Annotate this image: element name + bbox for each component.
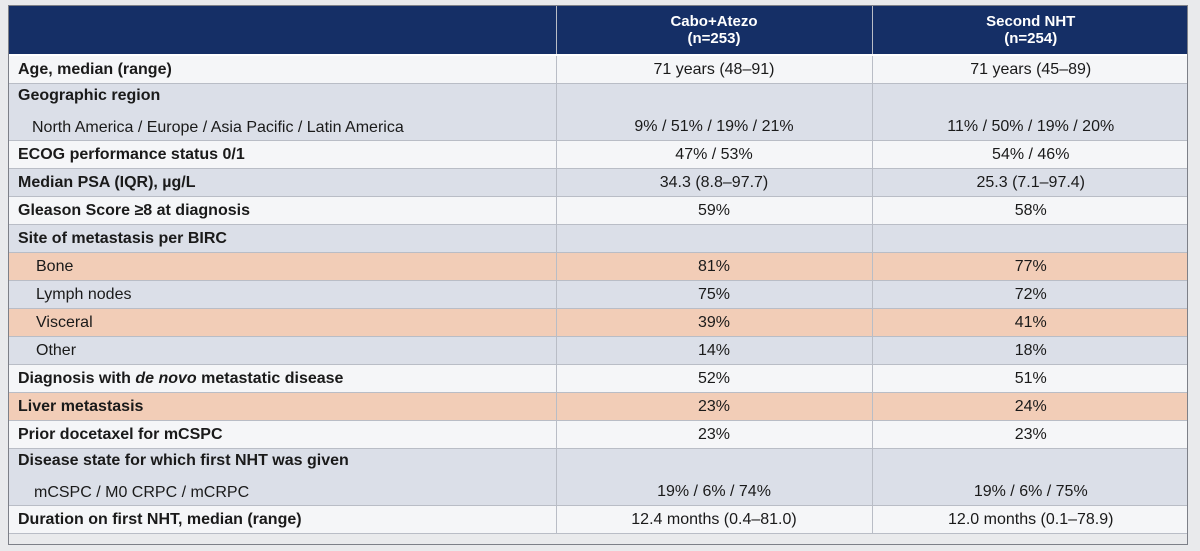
arm1-value: 19% / 6% / 74%: [657, 483, 771, 500]
arm2-value-cell: 19% / 6% / 75%: [872, 448, 1187, 506]
table-row-other: Other 14% 18%: [9, 336, 1187, 365]
header-cabo-atezo: Cabo+Atezo (n=253): [556, 6, 873, 56]
table-row-disease-state: Disease state for which first NHT was gi…: [9, 448, 1187, 506]
arm1-n: (n=253): [687, 30, 741, 47]
arm1-value: 23%: [556, 392, 873, 421]
row-label: Visceral: [36, 313, 93, 331]
row-label: Geographic region: [18, 87, 161, 104]
table-row-gleason: Gleason Score ≥8 at diagnosis 59% 58%: [9, 196, 1187, 225]
baseline-characteristics-table-frame: Cabo+Atezo (n=253) Second NHT (n=254) Ag…: [8, 5, 1188, 545]
arm2-value: 24%: [872, 392, 1187, 421]
arm2-value: 77%: [872, 252, 1187, 281]
arm2-value: 58%: [872, 196, 1187, 225]
row-label: Duration on first NHT, median (range): [9, 505, 557, 534]
arm1-value: 81%: [556, 252, 873, 281]
row-label-cell: Geographic region North America / Europe…: [9, 83, 557, 141]
arm1-value: 71 years (48–91): [556, 55, 873, 84]
arm2-n: (n=254): [1004, 30, 1058, 47]
arm2-value: [872, 224, 1187, 253]
arm2-value: 19% / 6% / 75%: [973, 483, 1088, 500]
arm1-value: 39%: [556, 308, 873, 337]
header-row: Cabo+Atezo (n=253) Second NHT (n=254): [9, 6, 1187, 56]
table-row-liver: Liver metastasis 23% 24%: [9, 392, 1187, 421]
arm2-name: Second NHT: [986, 13, 1076, 30]
arm2-value: 72%: [872, 280, 1187, 309]
arm2-value: 25.3 (7.1–97.4): [872, 168, 1187, 197]
arm1-value: 59%: [556, 196, 873, 225]
header-characteristic: [9, 6, 557, 56]
row-label-cell: Visceral: [9, 308, 557, 337]
arm1-value: 9% / 51% / 19% / 21%: [634, 118, 794, 135]
row-sublabel: mCSPC / M0 CRPC / mCRPC: [34, 484, 250, 501]
row-label: Other: [36, 341, 77, 359]
table-row-lymph-nodes: Lymph nodes 75% 72%: [9, 280, 1187, 309]
arm1-value: [556, 224, 873, 253]
arm1-value: 52%: [556, 364, 873, 393]
row-label: Median PSA (IQR), µg/L: [9, 168, 557, 197]
table-row-age: Age, median (range) 71 years (48–91) 71 …: [9, 55, 1187, 84]
row-label: Liver metastasis: [9, 392, 557, 421]
arm2-value: 54% / 46%: [872, 140, 1187, 169]
row-label-cell: Other: [9, 336, 557, 365]
arm1-value-cell: 19% / 6% / 74%: [556, 448, 873, 506]
table-row-ecog: ECOG performance status 0/1 47% / 53% 54…: [9, 140, 1187, 169]
arm1-value: 34.3 (8.8–97.7): [556, 168, 873, 197]
row-label: Lymph nodes: [36, 285, 132, 303]
row-label-pre: Diagnosis with: [18, 369, 136, 387]
table-row-psa: Median PSA (IQR), µg/L 34.3 (8.8–97.7) 2…: [9, 168, 1187, 197]
arm2-value: 51%: [872, 364, 1187, 393]
arm1-value: 23%: [556, 420, 873, 449]
arm2-value: 41%: [872, 308, 1187, 337]
header-second-nht: Second NHT (n=254): [872, 6, 1187, 56]
table-row-region: Geographic region North America / Europe…: [9, 83, 1187, 141]
arm2-value: 71 years (45–89): [872, 55, 1187, 84]
row-label-cell: Diagnosis with de novo metastatic diseas…: [9, 364, 557, 393]
table-row-de-novo: Diagnosis with de novo metastatic diseas…: [9, 364, 1187, 393]
arm1-name: Cabo+Atezo: [670, 13, 758, 30]
table-row-visceral: Visceral 39% 41%: [9, 308, 1187, 337]
row-label-cell: Disease state for which first NHT was gi…: [9, 448, 557, 506]
table-row-docetaxel: Prior docetaxel for mCSPC 23% 23%: [9, 420, 1187, 449]
row-label: Prior docetaxel for mCSPC: [9, 420, 557, 449]
arm2-value: 12.0 months (0.1–78.9): [872, 505, 1187, 534]
row-label: Site of metastasis per BIRC: [9, 224, 557, 253]
arm1-value: 47% / 53%: [556, 140, 873, 169]
row-label: Gleason Score ≥8 at diagnosis: [9, 196, 557, 225]
arm1-value: 14%: [556, 336, 873, 365]
row-label: Bone: [36, 257, 74, 275]
arm2-value: 23%: [872, 420, 1187, 449]
row-label-italic: de novo: [135, 369, 197, 387]
table-row-bone: Bone 81% 77%: [9, 252, 1187, 281]
table-row-duration: Duration on first NHT, median (range) 12…: [9, 505, 1187, 534]
row-label: Age, median (range): [9, 55, 557, 84]
row-label-cell: Lymph nodes: [9, 280, 557, 309]
row-label: Disease state for which first NHT was gi…: [18, 452, 349, 469]
row-label-cell: Bone: [9, 252, 557, 281]
arm2-value: 18%: [872, 336, 1187, 365]
table-row-metastasis-site: Site of metastasis per BIRC: [9, 224, 1187, 253]
arm1-value: 12.4 months (0.4–81.0): [556, 505, 873, 534]
baseline-characteristics-table: Cabo+Atezo (n=253) Second NHT (n=254) Ag…: [9, 6, 1187, 534]
row-label: ECOG performance status 0/1: [9, 140, 557, 169]
arm1-value: 75%: [556, 280, 873, 309]
arm2-value-cell: 11% / 50% / 19% / 20%: [872, 83, 1187, 141]
row-label-post: metastatic disease: [196, 369, 344, 387]
row-sublabel: North America / Europe / Asia Pacific / …: [32, 119, 404, 136]
arm2-value: 11% / 50% / 19% / 20%: [947, 118, 1115, 135]
arm1-value-cell: 9% / 51% / 19% / 21%: [556, 83, 873, 141]
